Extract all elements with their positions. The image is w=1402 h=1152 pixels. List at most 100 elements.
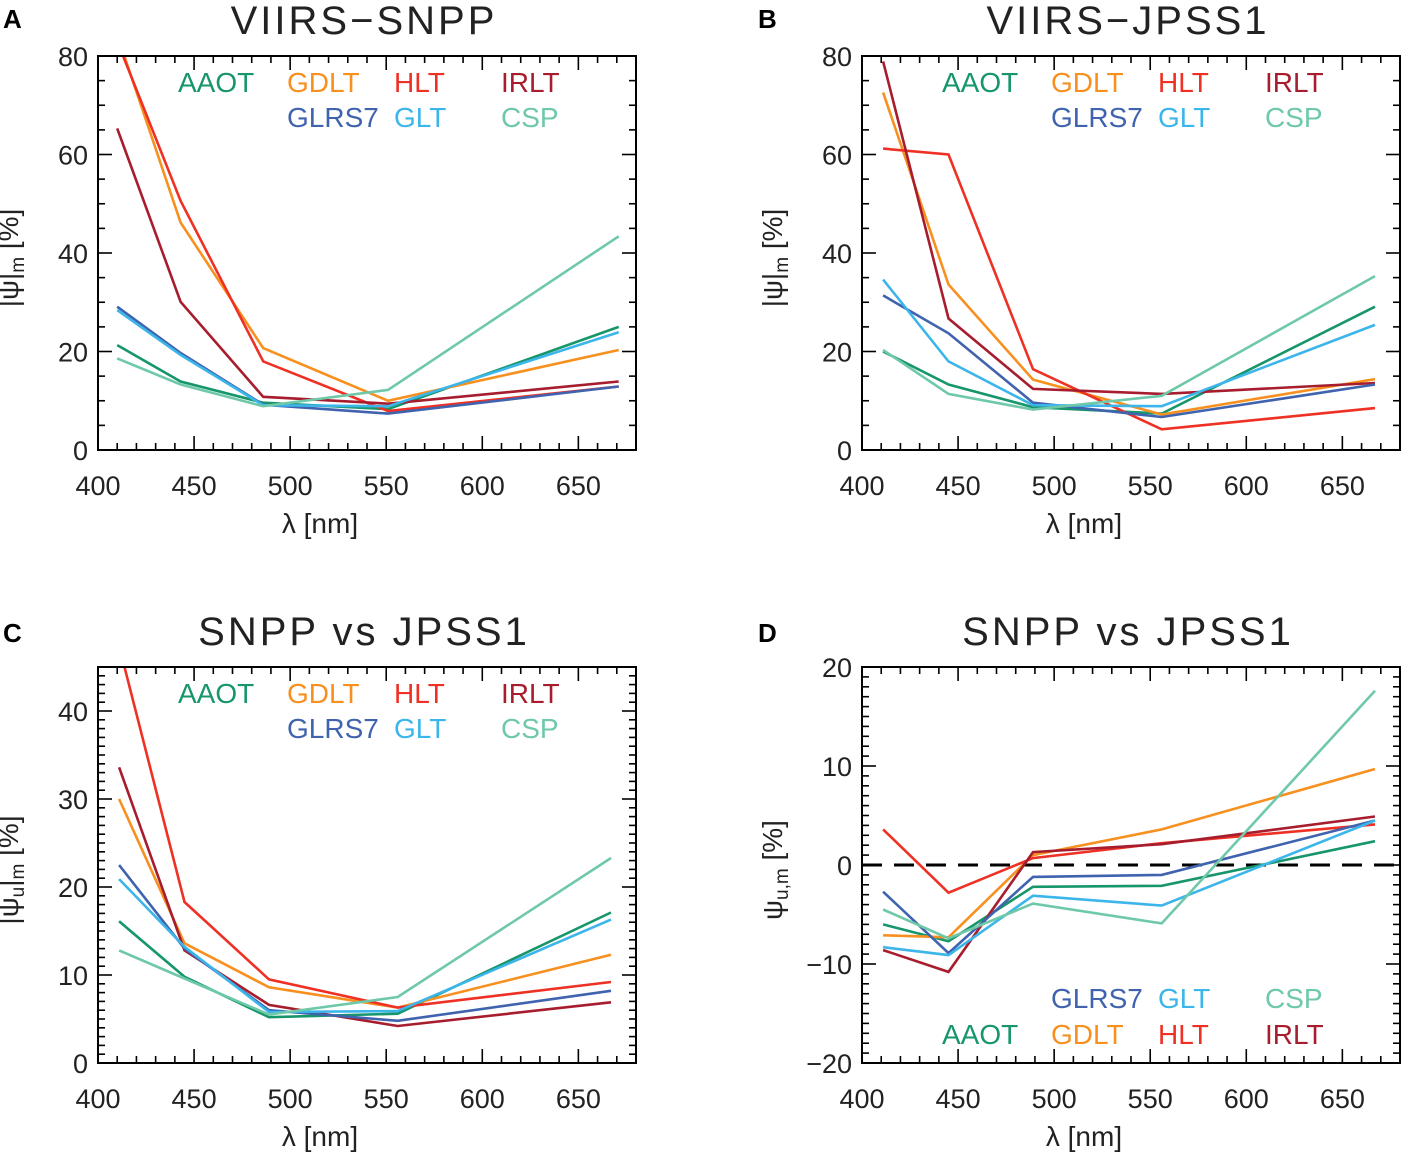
series-line-glt: [882, 278, 1376, 408]
series-group: [881, 61, 1376, 431]
y-tick-label: 40: [822, 239, 852, 269]
x-axis-title: λ [nm]: [282, 1121, 358, 1152]
series-line-irlt: [881, 61, 1376, 396]
x-tick-label: 450: [936, 471, 981, 501]
series-line-hlt: [123, 667, 612, 1009]
panel-b: B VIIRS−JPSS1 400 450 500 550 600 650 0 20 40 60 80 λ…: [757, 0, 1401, 539]
y-axis-title-subscript: m: [8, 864, 29, 880]
panel-c: C SNPP vs JPSS1 400 450 500 550 600 650 0 10 20 30 4…: [0, 610, 637, 1152]
legend: GLRS7 GLT CSP AAOT GDLT HLT IRLT: [942, 983, 1324, 1050]
x-tick-label: 600: [1224, 1084, 1269, 1114]
x-tick-label: 650: [556, 471, 601, 501]
panel-letter: B: [758, 4, 777, 34]
x-tick-label: 550: [1128, 1084, 1173, 1114]
legend-entry-hlt: HLT: [1158, 67, 1209, 98]
legend-entry-glrs7: GLRS7: [1051, 983, 1143, 1014]
y-axis-title-part: [%]: [757, 209, 788, 257]
series-line-hlt: [121, 56, 619, 413]
panel-title: VIIRS−JPSS1: [986, 0, 1269, 43]
panel-d: D SNPP vs JPSS1 400 450 500 550 600 650 −20 −10 0 1…: [757, 610, 1401, 1152]
legend: AAOT GDLT HLT IRLT GLRS7 GLT CSP: [178, 67, 560, 133]
x-tick-label: 600: [1224, 471, 1269, 501]
x-tick-label: 450: [936, 1084, 981, 1114]
legend-entry-csp: CSP: [501, 713, 559, 744]
y-axis-title-part: |ψ|: [0, 273, 24, 308]
x-tick-label: 650: [556, 1084, 601, 1114]
x-tick-label: 450: [172, 471, 217, 501]
legend-entry-gdlt: GDLT: [1051, 1019, 1124, 1050]
y-axis-title: |ψ|m [%]: [757, 209, 793, 308]
y-axis-title-subscript: u,m: [772, 868, 793, 900]
series-group: [117, 667, 612, 1028]
series-line-aaot: [882, 305, 1376, 415]
series-line-aaot: [882, 839, 1376, 943]
legend-entry-glrs7: GLRS7: [287, 713, 379, 744]
legend-entry-hlt: HLT: [394, 678, 445, 709]
legend-entry-csp: CSP: [501, 102, 559, 133]
y-tick-label: 10: [822, 752, 852, 782]
y-tick-label: 80: [58, 42, 88, 72]
y-tick-label: 0: [73, 1049, 88, 1079]
axis-ticks: [861, 55, 1401, 451]
series-line-glrs7: [882, 294, 1376, 419]
panel-letter: A: [3, 4, 22, 34]
legend-entry-gdlt: GDLT: [287, 67, 360, 98]
legend-entry-glt: GLT: [394, 102, 446, 133]
y-tick-label: 20: [58, 338, 88, 368]
legend-entry-aaot: AAOT: [942, 67, 1018, 98]
y-tick-label: 20: [58, 873, 88, 903]
series-line-csp: [116, 235, 620, 408]
x-tick-label: 650: [1320, 471, 1365, 501]
legend-entry-hlt: HLT: [1158, 1019, 1209, 1050]
series-line-hlt: [882, 147, 1376, 431]
x-tick-label: 650: [1320, 1084, 1365, 1114]
legend-entry-csp: CSP: [1265, 983, 1323, 1014]
series-line-csp: [118, 856, 612, 1016]
y-tick-label: 0: [837, 436, 852, 466]
axis-ticks: [97, 666, 637, 1064]
series-group: [882, 689, 1376, 974]
y-axis-title-part: [%]: [0, 209, 24, 257]
x-tick-label: 600: [460, 1084, 505, 1114]
x-tick-label: 400: [839, 471, 884, 501]
series-line-gdlt: [881, 91, 1376, 416]
legend-entry-glt: GLT: [1158, 983, 1210, 1014]
x-tick-label: 450: [172, 1084, 217, 1114]
legend-entry-hlt: HLT: [394, 67, 445, 98]
y-axis-title-subscript: u: [8, 887, 29, 898]
x-tick-label: 550: [1128, 471, 1173, 501]
x-tick-label: 500: [1032, 471, 1077, 501]
series-line-hlt: [882, 823, 1376, 895]
series-line-irlt: [117, 766, 612, 1028]
series-line-glrs7: [116, 305, 619, 415]
x-axis-title: λ [nm]: [282, 508, 358, 539]
legend-entry-glt: GLT: [1158, 102, 1210, 133]
panel-title: VIIRS−SNPP: [231, 0, 498, 43]
panel-title: SNPP vs JPSS1: [198, 610, 530, 654]
series-line-aaot: [116, 325, 620, 411]
plot-frame: [97, 666, 637, 1064]
y-tick-label: 80: [822, 42, 852, 72]
x-tick-label: 550: [364, 1084, 409, 1114]
x-tick-label: 400: [75, 471, 120, 501]
series-line-csp: [882, 689, 1376, 940]
y-axis-title: ψu,m [%]: [757, 820, 793, 920]
x-tick-label: 500: [268, 1084, 313, 1114]
x-tick-label: 550: [364, 471, 409, 501]
legend-entry-gdlt: GDLT: [287, 678, 360, 709]
y-axis-title-subscript: m: [8, 257, 29, 273]
plot-frame: [861, 55, 1401, 451]
x-tick-label: 500: [268, 471, 313, 501]
panel-letter: C: [3, 618, 22, 648]
axis-ticks: [97, 55, 637, 451]
series-group: [115, 56, 620, 415]
legend-entry-gdlt: GDLT: [1051, 67, 1124, 98]
panel-title: SNPP vs JPSS1: [962, 610, 1294, 654]
y-tick-label: 0: [837, 851, 852, 881]
legend-entry-aaot: AAOT: [178, 67, 254, 98]
legend-entry-aaot: AAOT: [178, 678, 254, 709]
y-tick-label: −20: [806, 1049, 852, 1079]
legend-entry-csp: CSP: [1265, 102, 1323, 133]
y-axis-title-part: ψ: [757, 900, 788, 920]
y-tick-label: −10: [806, 950, 852, 980]
